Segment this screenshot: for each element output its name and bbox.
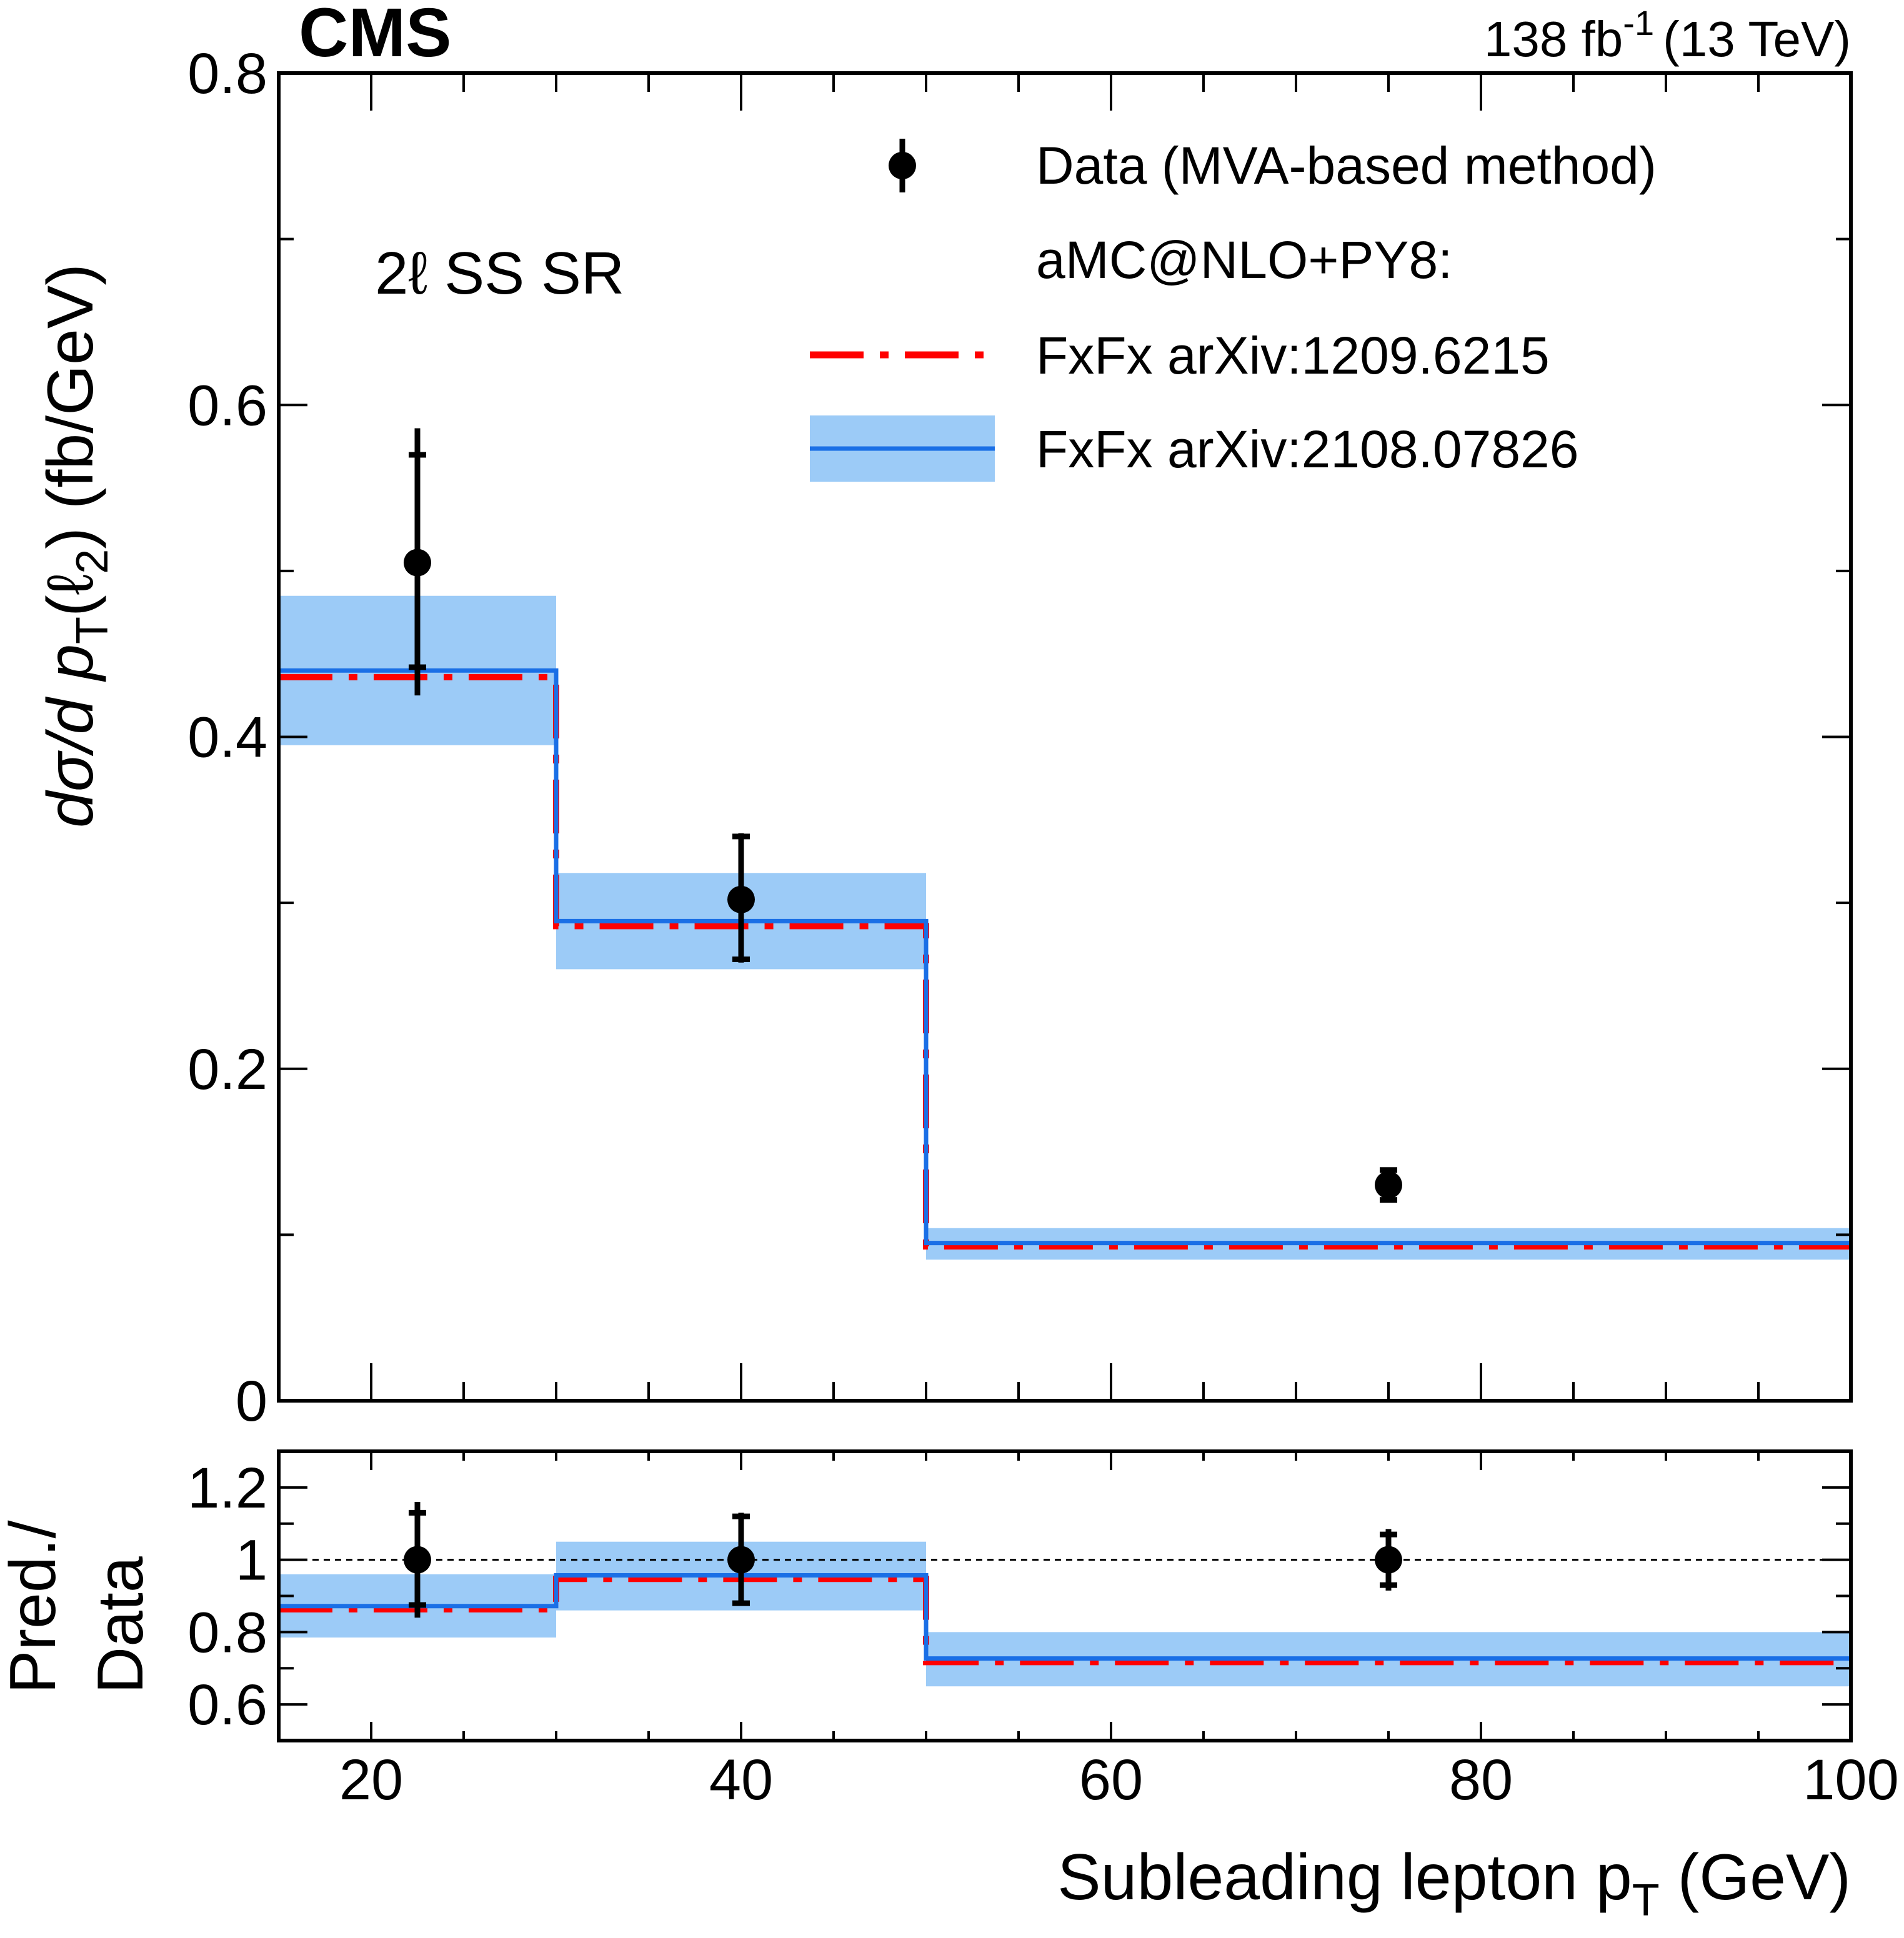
legend-header: aMC@NLO+PY8: <box>1036 231 1453 289</box>
main-y-tick-label: 0.2 <box>187 1038 267 1101</box>
ratio-data-point-3 <box>1375 1546 1402 1574</box>
main-y-tick-label: 0.6 <box>187 374 267 437</box>
ratio-data-point-1 <box>404 1546 431 1574</box>
ratio-y-tick-label: 0.6 <box>187 1673 267 1737</box>
ratio-y-axis-title-line2: Data <box>84 1556 157 1694</box>
luminosity-label: 138 fb-1 (13 TeV) <box>1484 3 1851 67</box>
experiment-label: CMS <box>299 0 451 71</box>
axes: 0 0.2 0.4 0.6 0.8 0.6 0.8 1 1.2 20 40 60 80 100 <box>187 42 1899 1812</box>
data-points <box>404 428 1402 1618</box>
region-label: 2ℓ SS SR <box>375 240 624 307</box>
main-y-tick-label: 0 <box>236 1369 267 1433</box>
main-data-point-1 <box>404 549 431 577</box>
x-tick-label: 20 <box>339 1748 403 1812</box>
ratio-y-tick-label: 0.8 <box>187 1601 267 1664</box>
x-tick-label: 60 <box>1079 1748 1143 1812</box>
ratio-data-point-2 <box>727 1546 755 1574</box>
legend: Data (MVA-based method) aMC@NLO+PY8: FxF… <box>810 136 1657 482</box>
x-tick-label: 80 <box>1449 1748 1513 1812</box>
main-data-point-2 <box>727 885 755 913</box>
main-y-tick-label: 0.4 <box>187 706 267 770</box>
ratio-y-axis-title-line1: Pred./ <box>0 1520 69 1694</box>
ratio-y-tick-label: 1.2 <box>187 1456 267 1520</box>
legend-fxfx-2108-label: FxFx arXiv:2108.07826 <box>1036 420 1578 479</box>
legend-data-label: Data (MVA-based method) <box>1036 136 1657 195</box>
main-y-tick-label: 0.8 <box>187 42 267 106</box>
legend-fxfx-1209-label: FxFx arXiv:1209.6215 <box>1036 326 1550 385</box>
x-axis-title: Subleading lepton pT (GeV) <box>1057 1841 1851 1926</box>
x-tick-label: 100 <box>1803 1748 1899 1812</box>
ratio-y-tick-label: 1 <box>236 1529 267 1593</box>
legend-data-marker <box>889 152 916 179</box>
main-data-point-3 <box>1375 1171 1402 1199</box>
x-tick-label: 40 <box>709 1748 773 1812</box>
main-y-axis-title: dσ/d pT(ℓ2) (fb/GeV) <box>34 264 117 828</box>
